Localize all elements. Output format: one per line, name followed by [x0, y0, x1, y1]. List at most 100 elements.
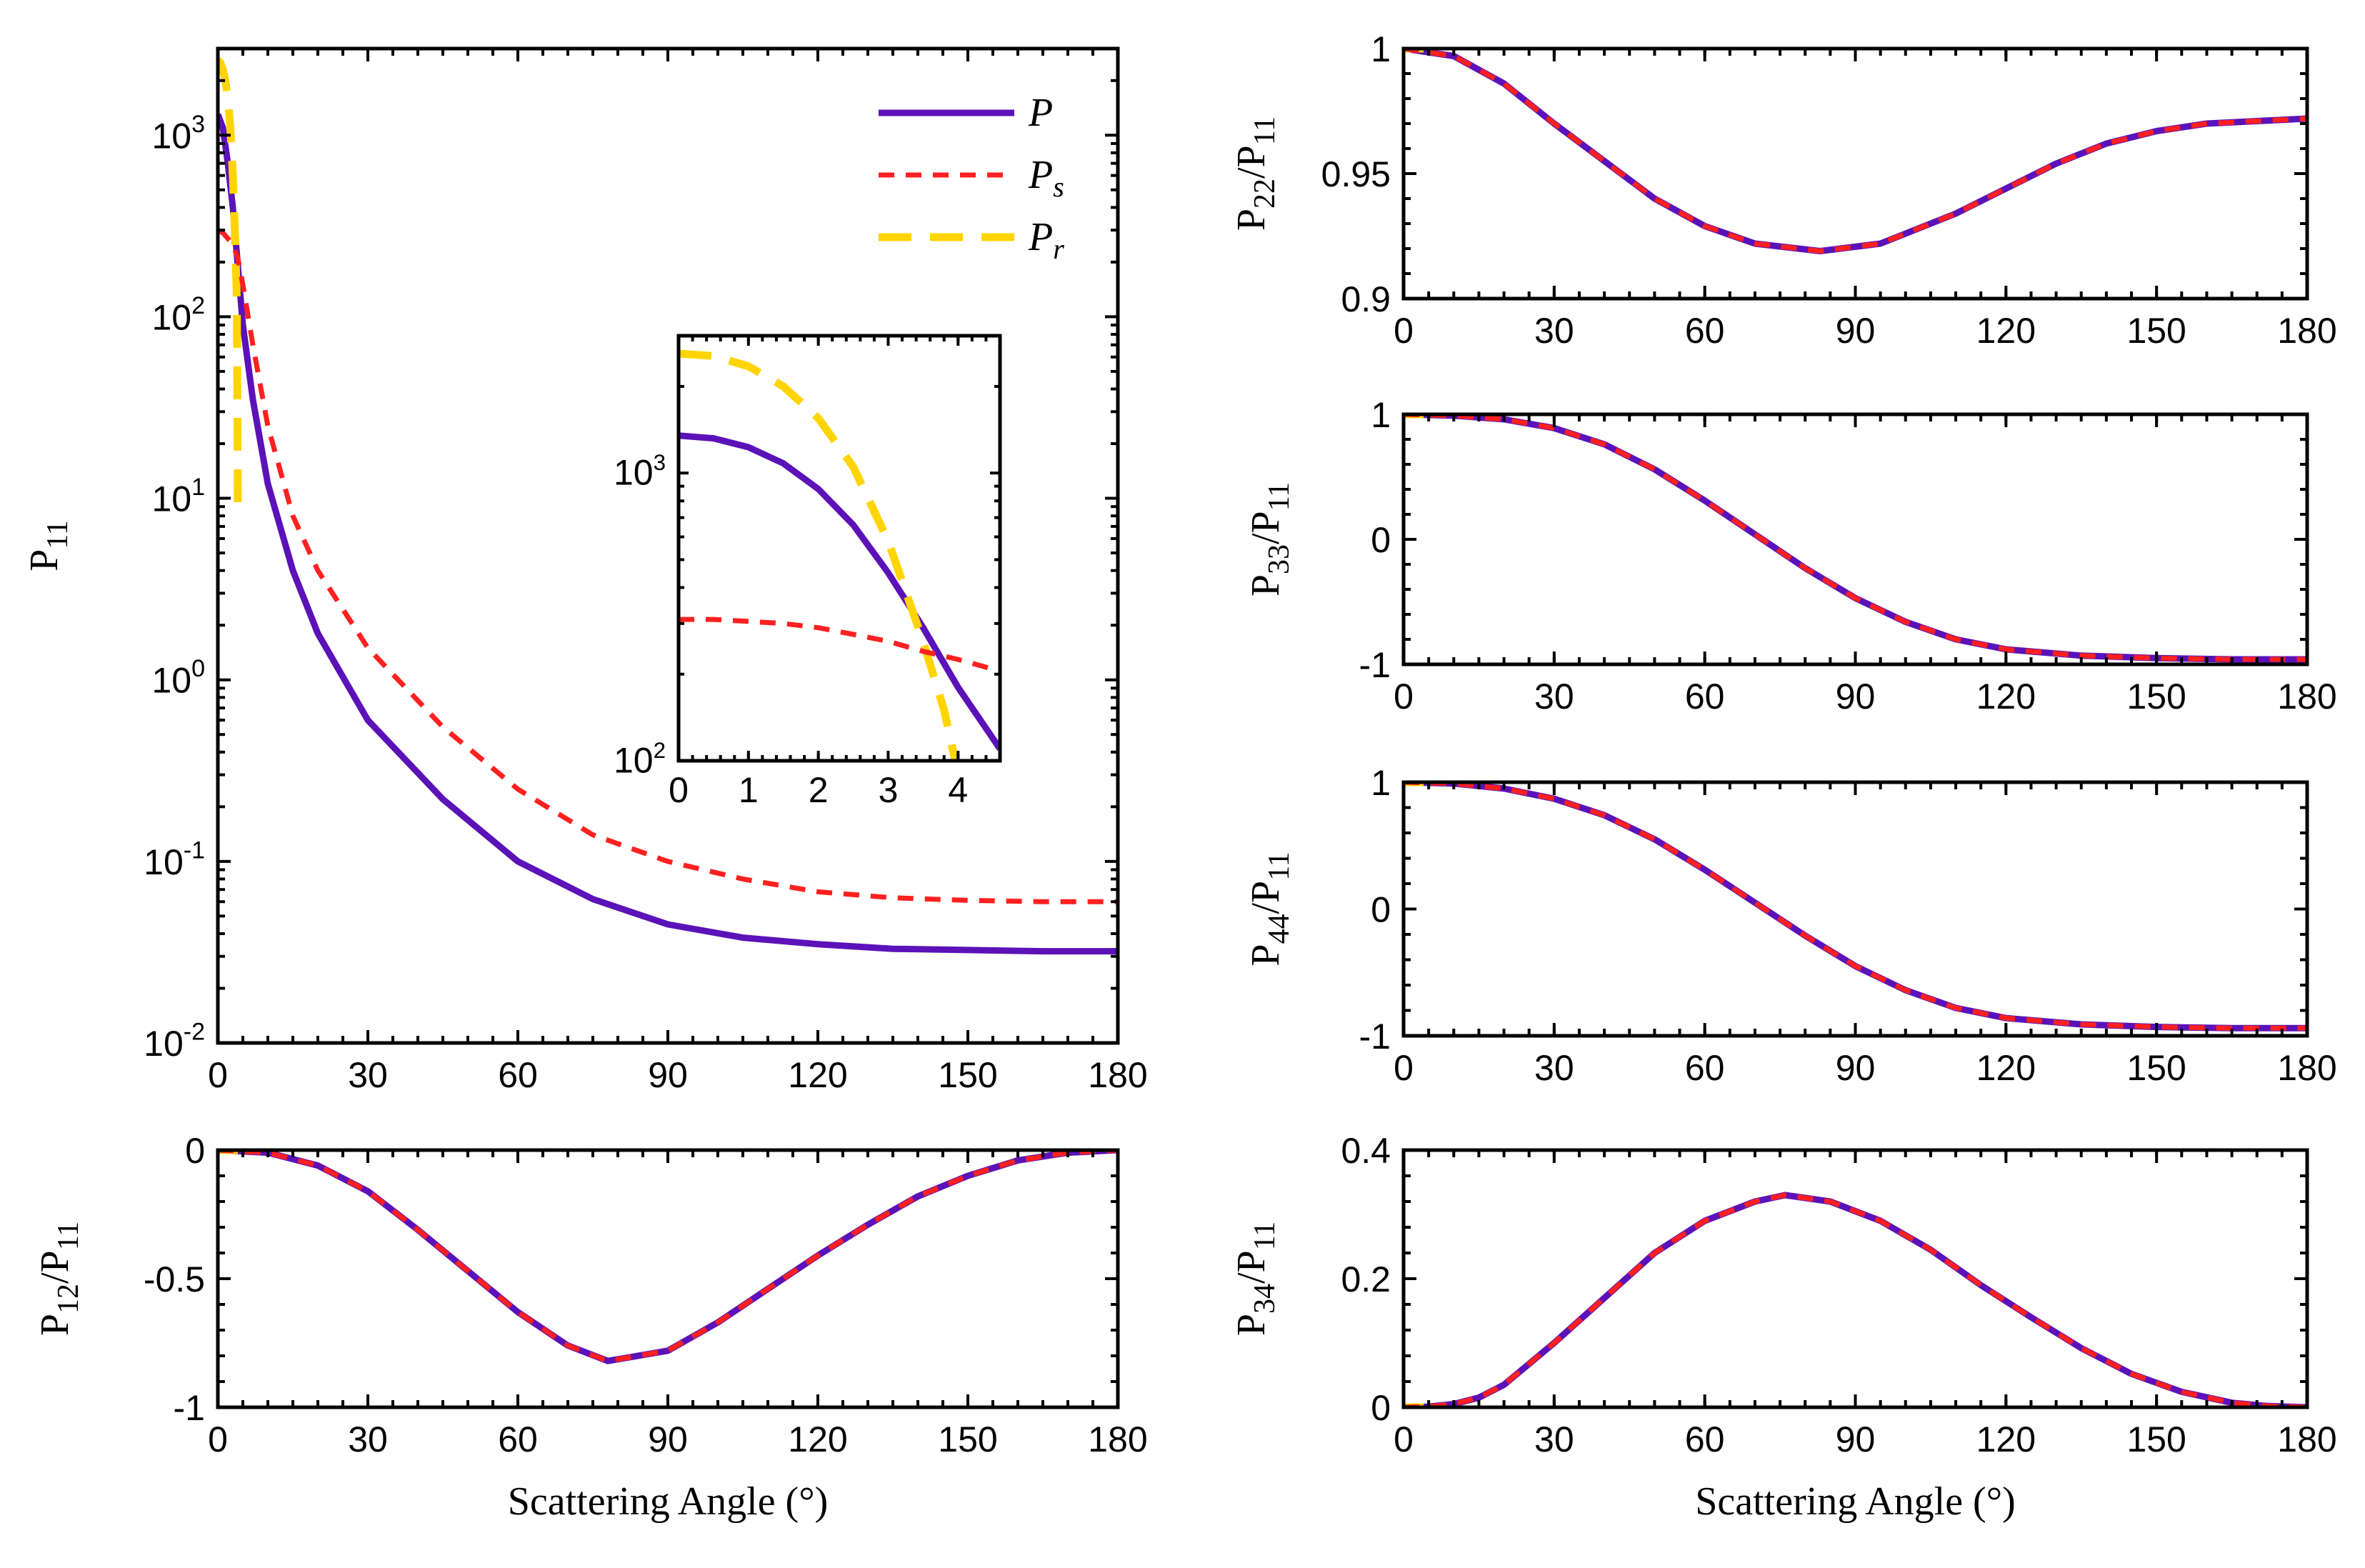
- inset-ytick-label: 102: [614, 738, 666, 781]
- p33-series-P: [1404, 414, 2307, 663]
- p34-xlabel: Scattering Angle (°): [1695, 1479, 2016, 1524]
- inset-background: [679, 336, 1000, 761]
- p11-ytick-label: 103: [151, 111, 205, 156]
- legend-label-P_r: Pr: [1028, 215, 1064, 265]
- p44-xtick-label: 180: [2277, 1048, 2336, 1088]
- p33-xtick-label: 150: [2126, 676, 2186, 716]
- p34-series-P_s: [1404, 1192, 2307, 1407]
- p44-ylabel: P44/P11: [1244, 852, 1296, 966]
- p11-xtick-label: 120: [788, 1055, 847, 1095]
- p11-ytick-label: 10-1: [144, 837, 205, 882]
- p11-xtick-label: 60: [498, 1055, 538, 1095]
- p11-xtick-label: 150: [938, 1055, 997, 1095]
- p12-ylabel: P12/P11: [33, 1222, 85, 1336]
- panel-inset: 0 1 2 3 4 102 103: [614, 334, 1002, 810]
- p44-xtick-label: 120: [1976, 1048, 2036, 1088]
- p44-series-group: [1404, 782, 2307, 1032]
- p34-series-P: [1404, 1192, 2307, 1407]
- p22-ylabel: P22/P11: [1229, 116, 1281, 231]
- p12-xtick-label: 0: [208, 1419, 228, 1459]
- p34-ytick-label: 0.2: [1341, 1259, 1391, 1299]
- p34-ytick-label: 0: [1371, 1388, 1391, 1428]
- p44-ytick-label: 1: [1371, 763, 1391, 803]
- p12-ytick-label: -1: [174, 1388, 205, 1428]
- inset-series-P_r: [679, 349, 959, 761]
- p33-xtick-label: 30: [1534, 676, 1574, 716]
- inset-axes-frame: [676, 334, 1002, 763]
- p22-axes-frame: [1401, 46, 2309, 301]
- legend-label-P_s: Ps: [1028, 153, 1064, 203]
- p34-xtick-label: 30: [1534, 1419, 1574, 1459]
- p12-xtick-label: 150: [938, 1419, 997, 1459]
- inset-xtick-label: 1: [739, 770, 759, 810]
- p34-axes-frame: [1401, 1148, 2309, 1409]
- inset-ytick-label: 103: [614, 450, 666, 493]
- p33-ytick-label: -1: [1359, 645, 1391, 685]
- p11-ytick-label: 10-2: [144, 1019, 205, 1064]
- p12-series-P: [218, 1150, 1118, 1364]
- inset-xtick-label: 0: [669, 770, 689, 810]
- p44-axes-frame: [1401, 780, 2309, 1038]
- p34-ylabel: P34/P11: [1229, 1222, 1281, 1336]
- inset-xtick-label: 4: [948, 770, 968, 810]
- p12-ytick-label: 0: [185, 1131, 205, 1171]
- p44-series-P: [1404, 782, 2307, 1032]
- panel-p12: 0 30 60 90 120 150 180 -1 -0.5 0 P12/P11 Scattering…: [33, 1131, 1148, 1524]
- p22-series-P_s: [1404, 49, 2307, 254]
- p22-ytick-label: 1: [1371, 29, 1391, 69]
- inset-xtick-label: 3: [879, 770, 899, 810]
- p22-xtick-label: 30: [1534, 311, 1574, 351]
- p11-xtick-label: 0: [208, 1055, 228, 1095]
- p22-series-P: [1404, 49, 2307, 254]
- p33-xtick-label: 60: [1685, 676, 1725, 716]
- p44-series-P_s: [1404, 782, 2307, 1031]
- p22-xtick-label: 0: [1394, 311, 1414, 351]
- panel-p34: 0 30 60 90 120 150 180 0 0.2 0.4 P34/P11 Scattering…: [1229, 1131, 2337, 1524]
- p22-xtick-label: 60: [1685, 311, 1725, 351]
- inset-series-group: [679, 349, 1000, 761]
- p12-xtick-label: 60: [498, 1419, 538, 1459]
- p12-xtick-label: 90: [648, 1419, 688, 1459]
- p11-ytick-label: 102: [151, 292, 205, 338]
- p33-ylabel: P33/P11: [1244, 482, 1296, 596]
- p33-xtick-label: 0: [1394, 676, 1414, 716]
- p34-xtick-label: 60: [1685, 1419, 1725, 1459]
- p12-axes-frame: [216, 1148, 1120, 1409]
- p44-xtick-label: 0: [1394, 1048, 1414, 1088]
- p44-ytick-label: 0: [1371, 890, 1391, 930]
- p34-xtick-label: 0: [1394, 1419, 1414, 1459]
- p34-xtick-label: 90: [1836, 1419, 1876, 1459]
- p11-series-group: [218, 57, 1118, 955]
- panel-p22: 0 30 60 90 120 150 180 0.9 0.95 1 P22/P11: [1229, 29, 2337, 351]
- p33-xtick-label: 120: [1976, 676, 2036, 716]
- p12-series-group: [218, 1150, 1118, 1364]
- p44-xtick-label: 90: [1836, 1048, 1876, 1088]
- p11-xtick-label: 30: [348, 1055, 388, 1095]
- p33-series-group: [1404, 414, 2307, 663]
- p33-xtick-label: 90: [1836, 676, 1876, 716]
- p33-ytick-label: 1: [1371, 395, 1391, 435]
- p34-xtick-label: 120: [1976, 1419, 2036, 1459]
- p34-series-group: [1404, 1192, 2307, 1407]
- p11-ytick-label: 101: [151, 474, 205, 519]
- p12-xtick-label: 30: [348, 1419, 388, 1459]
- p11-series-P_r: [218, 57, 242, 507]
- legend-label-P: P: [1028, 91, 1053, 135]
- p22-xtick-label: 150: [2126, 311, 2186, 351]
- p33-xtick-label: 180: [2277, 676, 2336, 716]
- p22-xtick-label: 90: [1836, 311, 1876, 351]
- p12-xtick-label: 120: [788, 1419, 847, 1459]
- p22-ytick-label: 0.9: [1341, 279, 1391, 319]
- p12-ytick-label: -0.5: [144, 1259, 205, 1299]
- p44-xtick-label: 150: [2126, 1048, 2186, 1088]
- p11-xtick-label: 180: [1088, 1055, 1147, 1095]
- p11-ytick-label: 100: [151, 655, 205, 701]
- p33-series-P_s: [1404, 414, 2307, 662]
- p11-ylabel: P11: [22, 520, 74, 571]
- p11-xtick-label: 90: [648, 1055, 688, 1095]
- p34-ytick-label: 0.4: [1341, 1131, 1391, 1171]
- p22-xtick-label: 180: [2277, 311, 2336, 351]
